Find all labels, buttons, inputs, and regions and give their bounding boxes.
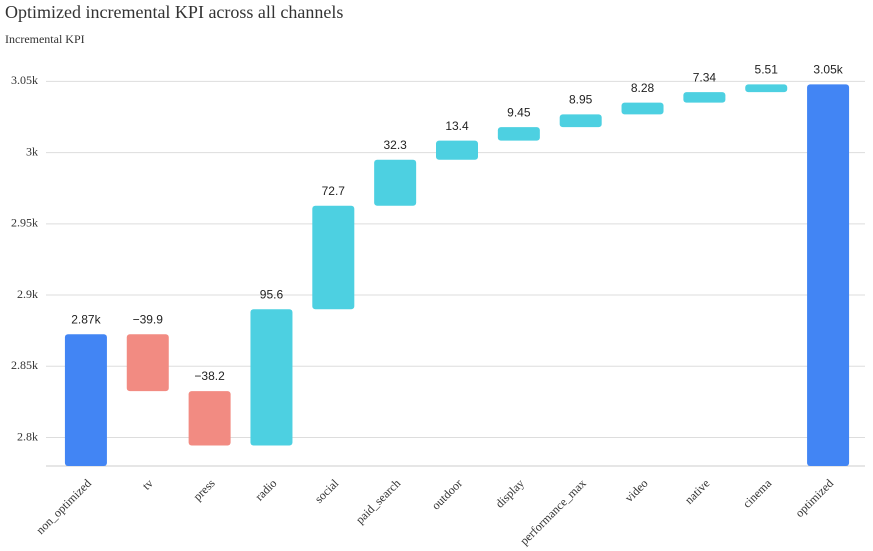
bar — [683, 92, 726, 103]
x-tick-label: radio — [252, 476, 279, 503]
x-tick-label: outdoor — [429, 476, 465, 512]
value-label: 3.05k — [813, 62, 843, 76]
value-label: 72.7 — [322, 184, 346, 198]
x-tick-label: native — [682, 476, 713, 507]
bar — [312, 205, 355, 310]
bar — [126, 334, 169, 392]
value-label: 95.6 — [260, 287, 284, 301]
x-tick-label: press — [190, 476, 218, 504]
bar — [250, 309, 293, 446]
bar — [745, 84, 788, 93]
x-tick-label: tv — [139, 476, 156, 493]
value-label: 32.3 — [383, 138, 407, 152]
x-tick-label: optimized — [792, 476, 836, 520]
x-tick-label: paid_search — [353, 476, 403, 526]
value-label: 13.4 — [445, 119, 469, 133]
value-label: −38.2 — [194, 369, 225, 383]
bar — [64, 334, 107, 466]
chart-title: Optimized incremental KPI across all cha… — [5, 2, 343, 22]
bar — [497, 127, 540, 141]
value-label: 8.28 — [631, 81, 655, 95]
y-axis-label: Incremental KPI — [5, 32, 85, 46]
y-tick-label: 3.05k — [11, 73, 38, 87]
y-tick-label: 2.95k — [11, 216, 38, 230]
value-label: −39.9 — [133, 312, 164, 326]
value-label: 5.51 — [755, 62, 779, 76]
value-label: 8.95 — [569, 93, 593, 107]
value-label: 7.34 — [693, 70, 717, 84]
bar — [621, 102, 664, 115]
bar — [374, 159, 417, 206]
bar — [188, 391, 231, 446]
x-tick-label: video — [622, 476, 651, 505]
bar — [807, 84, 850, 466]
bar — [559, 114, 602, 128]
y-tick-label: 3k — [26, 144, 38, 158]
bar — [436, 140, 478, 160]
x-tick-label: cinema — [740, 476, 775, 511]
y-tick-label: 2.8k — [17, 429, 38, 443]
x-tick-label: social — [312, 476, 342, 506]
value-label: 9.45 — [507, 105, 531, 119]
y-tick-label: 2.85k — [11, 358, 38, 372]
x-tick-label: non_optimized — [33, 476, 94, 537]
x-tick-label: performance_max — [517, 476, 589, 548]
x-tick-label: display — [492, 476, 526, 510]
value-label: 2.87k — [71, 312, 101, 326]
y-tick-label: 2.9k — [17, 287, 38, 301]
